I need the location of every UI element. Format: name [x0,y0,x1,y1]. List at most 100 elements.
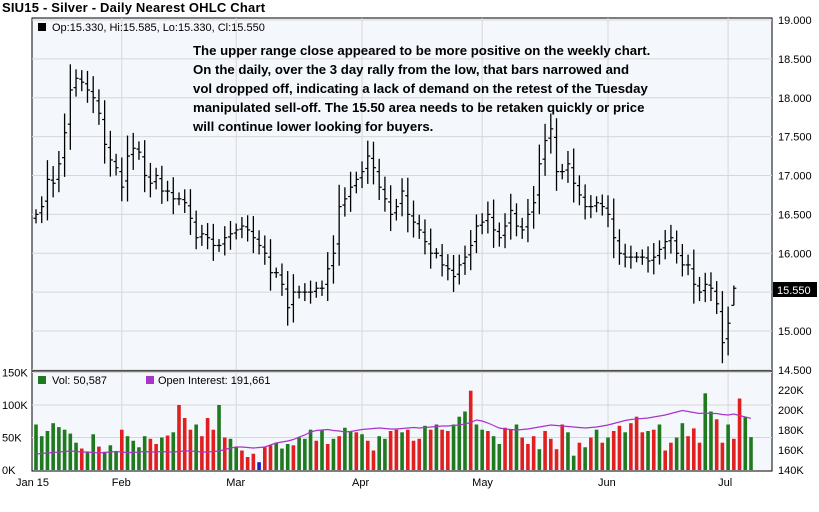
volume-bar [514,424,519,470]
price-tick-label: 18.500 [778,54,812,66]
ohlc-bar [199,224,205,246]
ohlc-bar [330,235,336,284]
ohlc-bar [451,254,457,292]
volume-bar [737,398,742,470]
volume-bar [714,419,719,470]
volume-bar [257,462,261,470]
volume-bar [182,418,187,470]
ohlc-bar [142,140,148,193]
volume-bar [114,451,118,470]
ohlc-bar [702,272,708,303]
x-tick-label: Feb [112,477,131,489]
ohlc-bar [187,189,193,235]
ohlc-bar [342,187,348,217]
last-price-box [773,282,817,297]
volume-bar [457,416,462,470]
ohlc-bar [325,252,331,302]
volume-bar [263,447,267,470]
ohlc-bar [674,230,680,264]
volume-bar [251,453,256,470]
volume-bar [417,438,422,470]
volume-bar [446,431,450,470]
volume-bar [732,438,736,470]
ohlc-bar [525,198,531,243]
ohlc-bar [205,223,211,250]
ohlc-bar [599,194,605,216]
ohlc-bar [554,118,560,191]
volume-bar [57,427,61,470]
ohlc-bar [39,196,45,224]
volume-bar [285,444,290,470]
last-price-marker: 15.550 [773,282,817,297]
oi-legend: Open Interest: 191,661 [158,375,271,387]
volume-bar [360,434,364,470]
ohlc-bar [336,184,342,266]
ohlc-bar [107,130,113,177]
ohlc-bar [605,195,611,228]
volume-bar [274,442,279,470]
volume-bar [142,436,147,470]
price-tick-label: 17.500 [778,132,812,144]
volume-bar [440,429,444,470]
volume-bar [331,438,336,470]
volume-bar [623,432,627,470]
ohlc-bar [725,306,731,356]
ohlc-bar [462,245,468,275]
ohlc-bar [222,226,228,256]
volume-bar [280,448,284,470]
ohlc-bar [268,239,274,291]
last-price-label: 15.550 [777,285,811,297]
ohlc-bar [370,141,376,185]
volume-bar [348,431,353,470]
volume-bar [680,423,685,470]
volume-bar [657,424,662,470]
ohlc-bar [376,158,382,200]
oi-tick-label: 180K [778,425,804,437]
volume-bar [188,429,193,470]
ohlc-bar [679,244,685,277]
volume-axis: 150K 100K 50K 0K [2,368,28,478]
ohlc-bar [353,171,359,194]
volume-bar [646,431,650,470]
volume-bar [205,418,210,470]
ohlc-bar [433,248,439,259]
ohlc-bar [656,240,662,265]
ohlc-bar [502,213,508,249]
oi-legend-swatch [146,376,154,384]
volume-bar [468,390,473,470]
ohlc-bar [405,177,411,233]
oi-tick-label: 160K [778,445,804,457]
ohlc-bar [302,283,308,302]
ohlc-bar [519,217,525,239]
volume-bar [640,432,645,470]
volume-bar [131,440,136,470]
ohlc-bar [496,222,502,247]
ohlc-bar [439,244,445,277]
ohlc-bar [428,228,434,269]
volume-bar [74,442,78,470]
volume-bar [222,437,227,470]
volume-bar [154,444,158,470]
volume-bar [102,451,107,470]
volume-bar [165,435,170,470]
ohlc-bar [479,213,485,235]
volume-bar [526,444,530,470]
volume-bar [423,425,427,470]
price-tick-label: 16.500 [778,209,812,221]
x-tick-label: Mar [226,477,245,489]
volume-bar [308,429,313,470]
ohlc-bar [645,246,651,273]
volume-bar [669,442,673,470]
volume-bar [400,432,404,470]
ohlc-bar [170,177,176,215]
ohlc-bar [285,271,291,326]
ohlc-bar [79,70,85,92]
open-interest-axis: 220K 200K 180K 160K 140K [778,385,804,477]
volume-bar [606,437,610,470]
ohlc-bar [548,113,554,154]
volume-bar [617,425,622,470]
volume-bar [85,451,90,470]
ohlc-bar [84,70,90,103]
volume-bar [45,431,50,470]
